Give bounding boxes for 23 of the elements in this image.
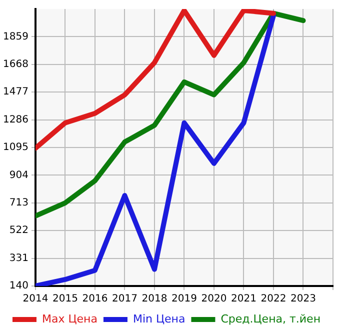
- y-tick-label: 522: [9, 225, 28, 236]
- y-tick-label: 140: [9, 280, 28, 292]
- x-tick-label: 2020: [201, 294, 227, 305]
- legend-label: Сред.Цена, т.йен: [220, 312, 321, 326]
- x-tick-label: 2017: [112, 294, 138, 305]
- y-tick-label: 1859: [2, 31, 28, 42]
- y-tick-label: 1477: [2, 86, 28, 98]
- x-tick-label: 2015: [52, 294, 78, 305]
- y-tick-label: 1286: [2, 114, 28, 126]
- x-tick-label: 2023: [290, 294, 316, 305]
- x-tick-label: 2022: [260, 294, 286, 305]
- y-tick-label: 1095: [2, 142, 28, 154]
- y-tick-label: 713: [9, 197, 28, 208]
- x-tick-label: 2019: [172, 294, 197, 305]
- y-tick-label: 1668: [2, 58, 28, 70]
- legend-label: Max Цена: [42, 312, 98, 326]
- x-tick-label: 2021: [231, 294, 256, 305]
- x-tick-label: 2018: [142, 294, 168, 305]
- y-tick-label: 331: [9, 252, 28, 264]
- y-tick-label: 904: [9, 170, 28, 181]
- x-tick-label: 2016: [82, 294, 108, 305]
- legend-label: Min Цена: [132, 312, 186, 326]
- x-tick-label: 2014: [22, 294, 48, 305]
